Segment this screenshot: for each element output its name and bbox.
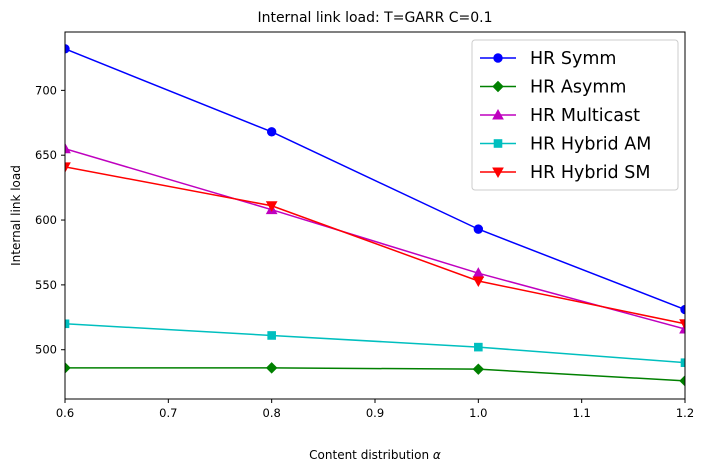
legend-item-hr-symm: HR Symm <box>480 49 616 69</box>
x-tick-label: 0.8 <box>263 406 281 420</box>
legend-marker <box>492 108 504 120</box>
y-tick-label: 500 <box>35 343 57 357</box>
y-axis-title: Internal link load <box>9 165 23 266</box>
data-point-hr-hybrid-sm <box>65 162 71 173</box>
y-tick-label: 600 <box>35 213 57 227</box>
data-point-hr-hybrid-am <box>680 358 685 367</box>
data-point-hr-hybrid-sm <box>679 319 685 330</box>
data-point-hr-asymm <box>65 362 71 374</box>
y-tick-label: 550 <box>35 278 57 292</box>
x-tick-label: 0.9 <box>366 406 384 420</box>
legend-label: HR Hybrid SM <box>530 163 650 183</box>
x-axis-title: Content distribution α <box>309 448 441 462</box>
legend-marker <box>493 139 503 148</box>
legend-marker <box>492 167 504 179</box>
legend-item-hr-asymm: HR Asymm <box>480 78 626 98</box>
y-axis: 500 550 600 650 700 <box>35 83 65 357</box>
x-tick-label: 0.7 <box>159 406 177 420</box>
legend-item-hr-multicast: HR Multicast <box>480 106 640 126</box>
y-tick-label: 650 <box>35 148 57 162</box>
data-point-hr-hybrid-sm <box>472 276 485 288</box>
data-point-hr-multicast <box>65 142 71 154</box>
legend-marker <box>492 80 504 93</box>
x-axis-title-symbol: α <box>433 448 441 462</box>
data-point-hr-hybrid-sm <box>265 201 278 212</box>
legend: HR Symm HR Asymm HR Multicast HR Hybrid AM H… <box>471 39 679 191</box>
data-point-hr-symm <box>473 224 484 234</box>
y-tick-label: 700 <box>35 83 57 97</box>
series-line-hr-asymm <box>65 367 685 382</box>
series-hr-multicast <box>65 142 685 334</box>
chart-title: Internal link load: T=GARR C=0.1 <box>257 10 492 26</box>
data-point-hr-asymm <box>472 363 485 375</box>
data-point-hr-symm <box>65 44 70 54</box>
legend-item-hr-hybrid-sm: HR Hybrid SM <box>480 163 650 183</box>
data-point-hr-hybrid-am <box>267 331 276 340</box>
data-point-hr-symm <box>266 127 277 137</box>
series-line-hr-symm <box>65 48 685 311</box>
legend-box <box>471 39 679 191</box>
legend-label: HR Hybrid AM <box>530 135 651 155</box>
series-hr-asymm <box>65 362 685 387</box>
x-tick-label: 0.6 <box>56 406 74 420</box>
series-hr-hybrid-sm <box>65 162 685 330</box>
legend-label: HR Symm <box>530 49 616 69</box>
series-line-hr-multicast <box>65 147 685 330</box>
series-line-hr-hybrid-sm <box>65 166 685 325</box>
series-hr-hybrid-am <box>65 319 685 367</box>
legend-label: HR Multicast <box>530 106 640 126</box>
data-point-hr-asymm <box>679 375 685 387</box>
legend-marker <box>493 53 503 63</box>
data-point-hr-hybrid-am <box>474 342 483 352</box>
x-axis-title-text: Content distribution <box>309 448 429 462</box>
series-line-hr-hybrid-am <box>65 323 685 364</box>
data-point-hr-asymm <box>265 362 278 374</box>
legend-label: HR Asymm <box>530 78 626 98</box>
x-tick-label: 1.2 <box>676 406 694 420</box>
x-tick-label: 1.0 <box>469 406 487 420</box>
series-layer <box>65 44 685 387</box>
x-tick-label: 1.1 <box>573 406 591 420</box>
legend-item-hr-hybrid-am: HR Hybrid AM <box>480 135 651 155</box>
x-axis: 0.6 0.7 0.8 0.9 1.0 1.1 1.2 <box>56 399 694 420</box>
